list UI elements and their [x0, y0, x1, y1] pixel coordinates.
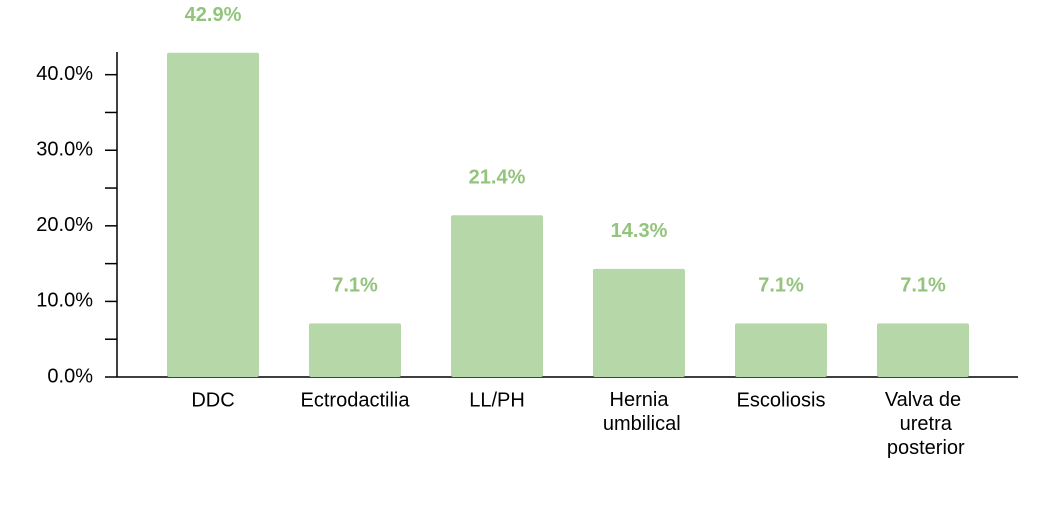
value-label: 21.4%	[469, 167, 526, 189]
y-tick-label: 10.0%	[36, 290, 93, 312]
x-tick-label: Hernia umbilical	[597, 389, 680, 435]
bar	[735, 323, 827, 377]
bar	[593, 268, 685, 377]
y-tick-label: 40.0%	[36, 63, 93, 85]
bar	[877, 323, 969, 377]
value-label: 7.1%	[332, 275, 378, 297]
x-tick-label: LL/PH	[469, 389, 525, 411]
bar	[309, 323, 401, 377]
x-tick-label: Escoliosis	[737, 389, 826, 411]
value-label: 7.1%	[758, 275, 804, 297]
bar	[451, 215, 543, 377]
value-label: 14.3%	[611, 220, 668, 242]
value-label: 42.9%	[185, 4, 242, 26]
bar	[167, 52, 259, 378]
y-tick-label: 20.0%	[36, 214, 93, 236]
y-tick-label: 0.0%	[47, 365, 93, 387]
y-tick-label: 30.0%	[36, 139, 93, 161]
x-tick-label: DDC	[191, 389, 234, 411]
x-tick-label: Ectrodactilia	[301, 389, 411, 411]
x-tick-label: Valva de uretra posterior	[881, 389, 965, 459]
value-label: 7.1%	[900, 275, 946, 297]
